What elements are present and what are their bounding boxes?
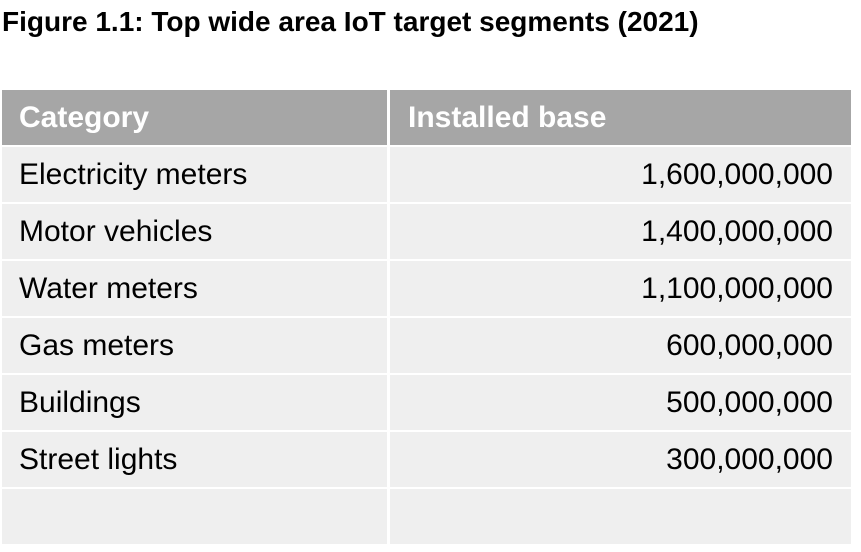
value-cell: 500,000,000 bbox=[390, 375, 851, 430]
category-cell: Gas meters bbox=[2, 318, 387, 373]
category-cell: Motor vehicles bbox=[2, 204, 387, 259]
table-row: Street lights 300,000,000 bbox=[2, 432, 851, 487]
table-row: Water meters 1,100,000,000 bbox=[2, 261, 851, 316]
category-cell: Street lights bbox=[2, 432, 387, 487]
category-cell: Buildings bbox=[2, 375, 387, 430]
figure-title: Figure 1.1: Top wide area IoT target seg… bbox=[2, 6, 699, 37]
header-row: Category Installed base bbox=[2, 90, 851, 145]
table-row: Gas meters 600,000,000 bbox=[2, 318, 851, 373]
table-row: Electricity meters 1,600,000,000 bbox=[2, 147, 851, 202]
value-cell: 1,400,000,000 bbox=[390, 204, 851, 259]
table-row: Buildings 500,000,000 bbox=[2, 375, 851, 430]
empty-row bbox=[2, 489, 851, 544]
header-cell: Installed base bbox=[390, 90, 851, 145]
value-cell: 1,100,000,000 bbox=[390, 261, 851, 316]
table: Category Installed base Electricity mete… bbox=[2, 90, 851, 546]
value-cell: 1,600,000,000 bbox=[390, 147, 851, 202]
header-cell: Category bbox=[2, 90, 387, 145]
table-body: Electricity meters 1,600,000,000 Motor veh… bbox=[2, 147, 851, 487]
value-cell: 600,000,000 bbox=[390, 318, 851, 373]
category-cell: Electricity meters bbox=[2, 147, 387, 202]
value-cell: 300,000,000 bbox=[390, 432, 851, 487]
empty-cell bbox=[2, 489, 387, 544]
table-row: Motor vehicles 1,400,000,000 bbox=[2, 204, 851, 259]
empty-cell bbox=[390, 489, 851, 544]
category-cell: Water meters bbox=[2, 261, 387, 316]
